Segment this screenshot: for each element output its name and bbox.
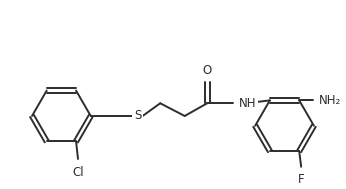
- Text: NH: NH: [238, 97, 256, 110]
- Text: S: S: [134, 109, 142, 122]
- Text: NH₂: NH₂: [319, 94, 341, 107]
- Text: O: O: [202, 64, 212, 77]
- Text: F: F: [298, 173, 304, 186]
- Text: Cl: Cl: [72, 166, 84, 179]
